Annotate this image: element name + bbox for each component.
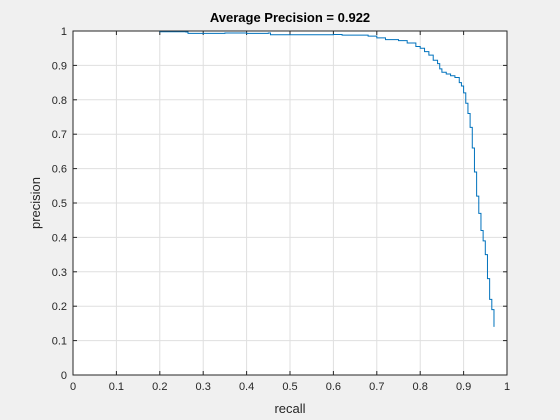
- x-tick-label: 1: [504, 381, 510, 393]
- y-tick-label: 0.9: [52, 60, 67, 72]
- y-axis-label: precision: [28, 177, 43, 229]
- series-group: [73, 30, 495, 327]
- chart-title: Average Precision = 0.922: [210, 10, 370, 25]
- y-tick-label: 0.6: [52, 164, 67, 176]
- y-tick-labels: 0 0.1 0.2 0.3 0.4 0.5 0.6 0.7 0.8 0.9 1: [52, 26, 67, 382]
- y-tick-label: 0.2: [52, 301, 67, 313]
- x-tick-labels: 0 0.1 0.2 0.3 0.4 0.5 0.6 0.7 0.8 0.9 1: [70, 381, 510, 393]
- x-tick-label: 0.2: [152, 381, 167, 393]
- y-tick-label: 0.7: [52, 129, 67, 141]
- x-axis-label: recall: [274, 401, 305, 416]
- y-tick-label: 0.1: [52, 336, 67, 348]
- y-tick-label: 0.3: [52, 267, 67, 279]
- x-tick-label: 0.7: [369, 381, 384, 393]
- y-tick-label: 0.4: [52, 232, 67, 244]
- plot-border: [72, 30, 508, 376]
- y-tick-label: 1: [61, 26, 67, 38]
- x-tick-label: 0: [70, 381, 76, 393]
- y-tick-label: 0.8: [52, 95, 67, 107]
- x-tick-label: 0.6: [326, 381, 341, 393]
- y-tick-label: 0: [61, 370, 67, 382]
- x-tick-label: 0.1: [109, 381, 124, 393]
- x-tick-label: 0.3: [196, 381, 211, 393]
- x-tick-label: 0.8: [413, 381, 428, 393]
- x-tick-label: 0.5: [282, 381, 297, 393]
- pr-curve-line: [73, 30, 495, 327]
- y-tick-label: 0.5: [52, 198, 67, 210]
- x-tick-label: 0.9: [456, 381, 471, 393]
- x-tick-label: 0.4: [239, 381, 254, 393]
